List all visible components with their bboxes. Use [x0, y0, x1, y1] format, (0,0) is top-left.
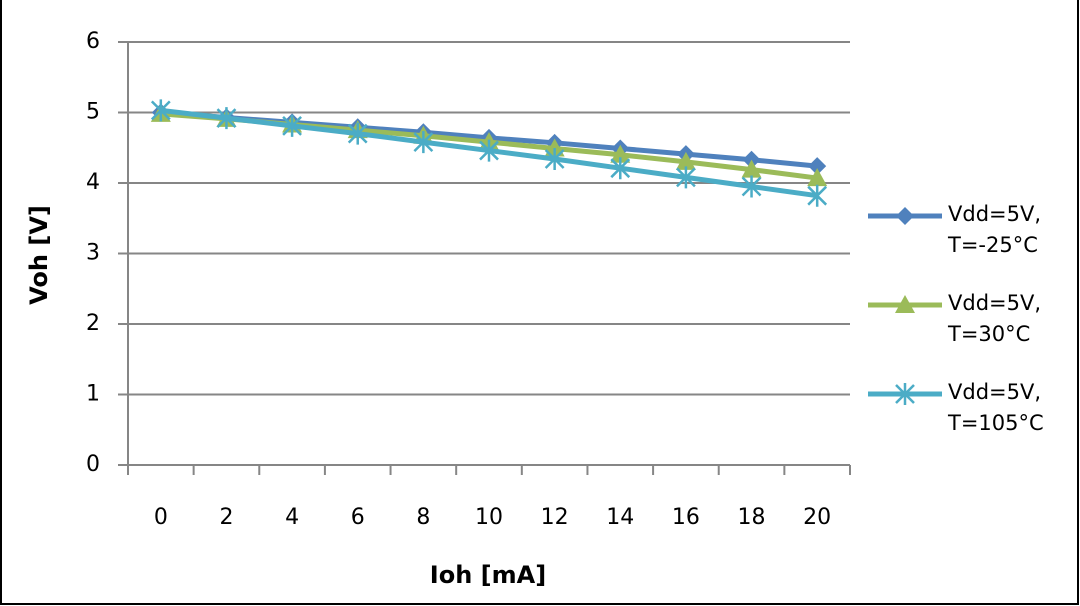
legend-marker [895, 383, 915, 405]
legend-label: Vdd=5V, T=105°C [948, 380, 1044, 435]
legend-label: Vdd=5V, T=-25°C [948, 202, 1042, 257]
data-point [413, 131, 434, 154]
data-point [610, 157, 631, 180]
y-tick-label: 4 [86, 170, 100, 195]
y-tick-label: 5 [86, 100, 100, 125]
x-tick-label: 14 [606, 505, 634, 530]
x-tick-label: 2 [219, 505, 233, 530]
data-point [676, 166, 696, 189]
y-tick-label: 6 [86, 29, 100, 54]
legend-marker [896, 207, 914, 225]
data-point [741, 175, 762, 198]
data-point [282, 114, 302, 137]
y-tick-label: 2 [86, 311, 100, 336]
data-point [544, 148, 565, 171]
y-tick-label: 1 [86, 382, 100, 407]
data-point [544, 138, 565, 157]
x-tick-label: 20 [803, 505, 831, 530]
data-point [479, 139, 499, 162]
legend-label: Vdd=5V, T=30°C [948, 291, 1042, 346]
x-tick-label: 18 [738, 505, 766, 530]
y-tick-label: 3 [86, 241, 100, 266]
x-tick-label: 6 [351, 505, 365, 530]
x-tick-label: 4 [285, 505, 299, 530]
data-point [808, 157, 827, 176]
legend-marker [895, 295, 915, 313]
data-point [675, 151, 696, 170]
x-axis-title: Ioh [mA] [430, 561, 546, 589]
x-tick-label: 16 [672, 505, 700, 530]
data-point [741, 159, 762, 178]
data-point [807, 168, 828, 187]
data-point [216, 107, 237, 130]
y-tick-label: 0 [86, 452, 100, 477]
x-tick-label: 12 [541, 505, 569, 530]
x-tick-label: 10 [475, 505, 503, 530]
data-point [347, 122, 368, 145]
data-point [807, 184, 828, 207]
data-point [610, 144, 631, 163]
x-tick-label: 8 [416, 505, 430, 530]
x-tick-label: 0 [154, 505, 168, 530]
y-axis-title: Voh [V] [25, 205, 53, 305]
data-point [150, 99, 171, 122]
